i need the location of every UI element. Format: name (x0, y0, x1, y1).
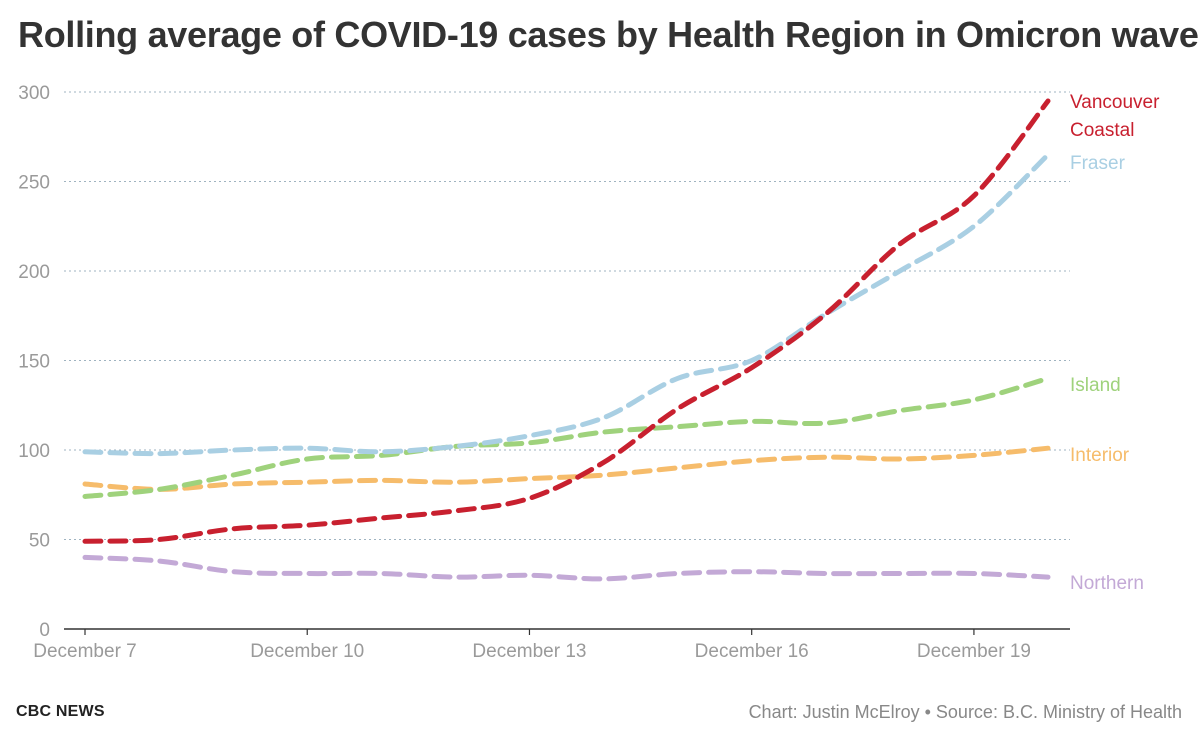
y-tick-label: 100 (18, 441, 50, 462)
series-lines (82, 98, 1051, 582)
series-line-island (82, 375, 1051, 499)
series-label-island: Island (1070, 375, 1121, 396)
series-label-interior: Interior (1070, 445, 1130, 466)
x-axis: December 7 December 10 December 13 December… (33, 628, 1070, 662)
y-axis-ticks: 0 50 100 150 200 250 300 (18, 83, 50, 641)
x-tick-label: December 19 (917, 641, 1031, 662)
series-label-vancouver-coastal: Vancouver Coastal (1070, 92, 1160, 141)
chart-credit: Chart: Justin McElroy • Source: B.C. Min… (748, 702, 1182, 722)
x-tick-label: December 7 (33, 641, 137, 662)
series-line-fraser (82, 152, 1051, 457)
cbc-news-logo: CBC NEWS (16, 703, 105, 720)
x-tick-label: December 16 (695, 641, 809, 662)
y-tick-label: 250 (18, 173, 50, 194)
y-tick-label: 150 (18, 352, 50, 373)
series-labels: Vancouver Coastal Fraser Island Interior Nort… (1070, 92, 1160, 594)
y-tick-label: 50 (29, 531, 50, 552)
y-tick-label: 300 (18, 83, 50, 104)
series-label-fraser: Fraser (1070, 153, 1126, 174)
x-tick-label: December 10 (250, 641, 364, 662)
x-tick-label: December 13 (472, 641, 586, 662)
series-line-interior (82, 445, 1051, 492)
series-label-northern: Northern (1070, 573, 1144, 594)
gridlines (64, 91, 1070, 540)
y-tick-label: 200 (18, 262, 50, 283)
series-line-northern (82, 554, 1051, 582)
series-line-vancouver-coastal (82, 98, 1051, 544)
chart-title: Rolling average of COVID-19 cases by Hea… (18, 14, 1199, 55)
y-tick-label: 0 (39, 620, 50, 641)
